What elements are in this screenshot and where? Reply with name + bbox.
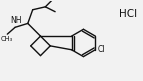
Text: HCl: HCl (119, 9, 137, 19)
Text: NH: NH (10, 16, 21, 25)
Text: CH₃: CH₃ (0, 36, 12, 42)
Text: Cl: Cl (97, 45, 105, 54)
